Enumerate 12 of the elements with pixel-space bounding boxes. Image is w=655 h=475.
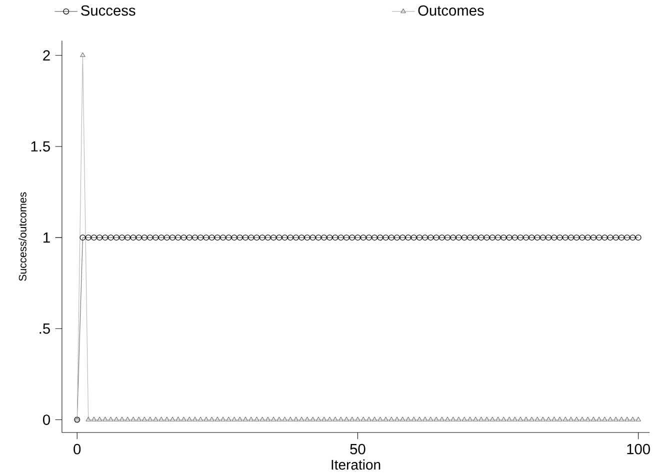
y-tick-label: 1.5 xyxy=(31,141,50,152)
legend-label: Success xyxy=(81,5,136,16)
x-axis-title: Iteration xyxy=(332,459,380,470)
y-tick-label: 0 xyxy=(43,414,50,425)
y-tick-label: 2 xyxy=(43,50,50,60)
x-tick-label: 50 xyxy=(350,444,366,454)
y-axis-title: Success/outcomes xyxy=(18,192,26,281)
y-tick-label: 1 xyxy=(44,232,50,242)
x-tick-label: 0 xyxy=(74,444,81,454)
y-tick-label: .5 xyxy=(40,323,50,334)
legend-label: Outcomes xyxy=(418,5,484,16)
x-tick-label: 100 xyxy=(627,444,650,454)
